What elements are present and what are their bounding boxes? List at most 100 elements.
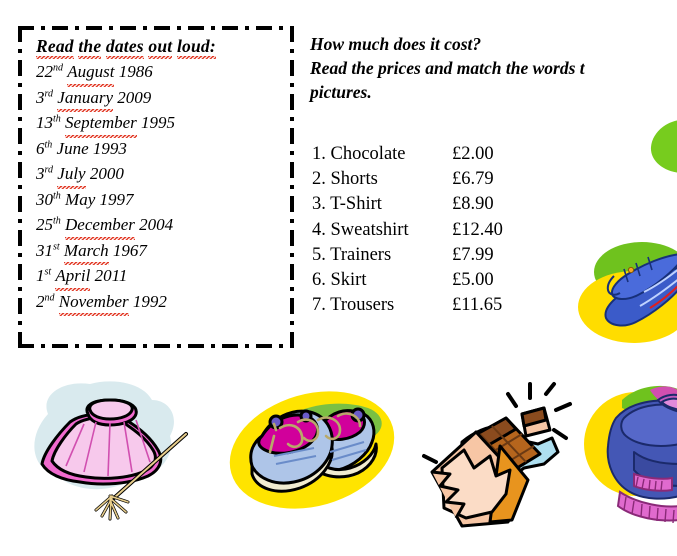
heading-word-the: the [78, 36, 102, 59]
sweatshirt-waistband [616, 490, 677, 524]
price-list-item: 4. Sweatshirt £12.40 [312, 218, 503, 243]
price-item-label: 3. T-Shirt [312, 194, 382, 215]
date-ordinal: th [53, 215, 61, 227]
date-item: 13th September 1995 [36, 110, 284, 137]
date-month: March [63, 238, 109, 265]
date-ordinal: th [44, 138, 53, 150]
prompt-text: How much does it cost? Read the prices a… [310, 32, 677, 104]
price-item-value: £7.99 [452, 244, 494, 265]
price-item-label: 7. Trousers [312, 295, 395, 316]
price-list-item: 1. Chocolate £2.00 [312, 142, 503, 167]
price-item-value: £2.00 [452, 144, 494, 164]
prompt-line-1: How much does it cost? [310, 34, 482, 54]
date-day: 2 [36, 291, 45, 311]
date-day: 3 [36, 164, 45, 183]
date-year: 2011 [94, 266, 128, 285]
date-ordinal: nd [44, 291, 55, 303]
date-year: 2009 [117, 87, 152, 107]
price-list-item: 7. Trousers £11.65 [312, 293, 503, 318]
date-day: 25 [36, 215, 53, 234]
date-ordinal: rd [44, 87, 54, 99]
price-item-label: 5. Trainers [312, 244, 392, 265]
date-day: 6 [36, 138, 45, 158]
date-day: 13 [36, 113, 53, 132]
shoelaces [268, 412, 362, 454]
price-item-label: 2. Shorts [312, 169, 378, 190]
trainer-stripes [273, 441, 367, 465]
date-month: November [58, 289, 129, 316]
date-item: 25th December 2004 [36, 212, 284, 239]
chocolate-bar-clipart [404, 376, 586, 528]
dates-box: Read the dates out loud: 22nd August 198… [18, 26, 294, 348]
sweatshirt-cuff [633, 472, 673, 492]
date-ordinal: th [53, 189, 61, 201]
date-item: 6th June 1993 [36, 136, 284, 162]
date-month: December [65, 212, 135, 239]
date-item: 1st April 2011 [36, 263, 284, 290]
green-shape-clipart [634, 118, 677, 174]
blue-jeans-trousers-clipart [578, 212, 677, 343]
price-item-label: 1. Chocolate [312, 144, 406, 164]
date-day: 3 [36, 87, 45, 107]
date-item: 3rd January 2009 [36, 85, 284, 112]
date-month: May [65, 189, 96, 209]
date-year: 2000 [89, 164, 124, 183]
date-month: September [65, 110, 137, 137]
price-list: 1. Chocolate £2.00 2. Shorts £6.79 3. T-… [312, 142, 503, 318]
skirt-pleats [65, 419, 151, 477]
date-day: 30 [36, 189, 53, 209]
date-year: 1995 [141, 113, 176, 132]
price-list-item: 5. Trainers £7.99 [312, 243, 503, 268]
sweatshirt-collar [656, 393, 677, 413]
heading-word-dates: dates [105, 36, 144, 59]
price-item-value: £12.40 [452, 219, 503, 240]
price-item-value: £5.00 [452, 270, 494, 291]
date-month: July [57, 161, 86, 188]
date-month: August [67, 59, 115, 86]
dates-box-border-top [18, 26, 294, 30]
date-item: 3rd July 2000 [36, 161, 284, 188]
date-ordinal: st [44, 266, 52, 278]
chocolate-sparks [422, 382, 572, 464]
date-item: 31st March 1967 [36, 238, 284, 265]
price-item-value: £8.90 [452, 194, 494, 215]
chocolate-wrapper [430, 430, 530, 528]
date-year: 1967 [112, 240, 147, 260]
wand [94, 432, 188, 521]
date-day: 31 [36, 240, 53, 260]
date-item: 22nd August 1986 [36, 59, 284, 86]
date-day: 1 [36, 266, 45, 285]
heading-word-read: Read [36, 36, 74, 59]
date-ordinal: th [53, 113, 61, 125]
price-list-item: 3. T-Shirt £8.90 [312, 192, 503, 217]
dates-box-border-bottom [18, 344, 294, 348]
date-year: 2004 [139, 215, 174, 234]
date-ordinal: rd [44, 164, 54, 176]
trainers-shoes-clipart [218, 378, 406, 528]
date-month: January [57, 85, 113, 112]
dates-box-border-left [18, 26, 22, 348]
dates-box-border-right [290, 26, 294, 348]
price-item-value: £11.65 [452, 295, 503, 316]
price-item-label: 4. Sweatshirt [312, 219, 409, 240]
price-item-value: £6.79 [452, 169, 494, 190]
jeans-body [604, 253, 677, 327]
heading-word-out: out [148, 36, 173, 59]
blue-sweatshirt-clipart [572, 378, 677, 530]
prompt-line-2: Read the prices and match the words t [310, 58, 585, 78]
date-item: 30th May 1997 [36, 187, 284, 213]
price-list-item: 6. Skirt £5.00 [312, 268, 503, 293]
price-list-item: 2. Shorts £6.79 [312, 167, 503, 192]
pink-skirt-clipart [18, 376, 204, 526]
date-year: 1993 [92, 138, 127, 158]
dates-heading: Read the dates out loud: [36, 36, 284, 59]
date-year: 1986 [118, 62, 153, 81]
date-year: 1992 [132, 291, 167, 311]
date-item: 2nd November 1992 [36, 289, 284, 316]
date-day: 22 [36, 62, 53, 81]
date-year: 1997 [99, 189, 134, 209]
prompt-line-3: pictures. [310, 82, 372, 102]
date-ordinal: st [53, 240, 60, 252]
date-ordinal: nd [53, 62, 63, 74]
